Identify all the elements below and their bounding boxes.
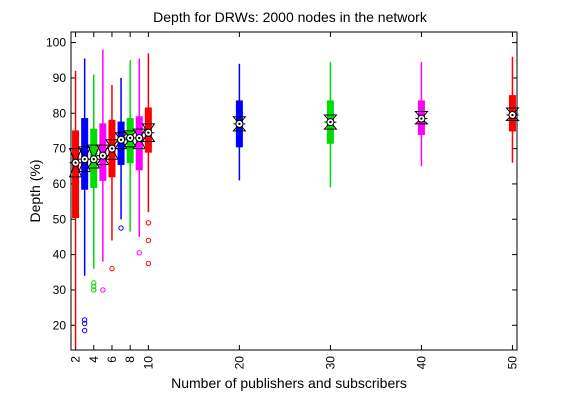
mean-dot: [420, 117, 423, 120]
y-tick-label: 20: [53, 318, 67, 332]
x-axis: 2 4 6 8 10 20 30 40 50: [69, 32, 519, 370]
box-group: [505, 56, 520, 163]
mean-dot: [511, 113, 514, 117]
notch-upper: [132, 128, 147, 139]
notch-upper: [123, 130, 138, 139]
box-series: [68, 49, 520, 349]
notch-upper: [105, 139, 119, 150]
box: [72, 130, 80, 218]
x-tick-label: 8: [123, 356, 137, 363]
x-tick-label: 6: [105, 356, 119, 363]
notch-lower: [132, 136, 147, 150]
notch-upper: [113, 132, 129, 141]
box-group: [113, 77, 129, 231]
notch-lower: [114, 138, 129, 150]
notch-lower: [123, 137, 138, 148]
x-tick-label: 50: [505, 356, 519, 370]
chart-title: Depth for DRWs: 2000 nodes in the networ…: [153, 9, 428, 25]
outlier-point: [81, 317, 88, 323]
notch-upper: [323, 114, 338, 123]
notch-lower: [323, 121, 338, 130]
mean-dot: [74, 161, 77, 164]
x-tick-label: 40: [414, 356, 428, 370]
mean-dot: [119, 138, 123, 141]
x-tick-label: 2: [69, 356, 83, 363]
mean-dot: [329, 120, 332, 124]
notch-upper: [86, 144, 101, 161]
notch-lower: [105, 147, 119, 160]
notch-lower: [68, 161, 83, 178]
x-tick-label: 20: [232, 356, 246, 370]
mean-dot: [92, 158, 95, 161]
notch-upper: [141, 123, 156, 134]
notch-lower: [414, 117, 429, 125]
y-tick-label: 50: [53, 212, 67, 226]
mean-dot: [138, 136, 141, 140]
outlier-point: [145, 220, 152, 226]
box-group: [232, 63, 247, 181]
box-group: [414, 62, 429, 167]
y-tick-label: 100: [46, 36, 66, 50]
notch-upper: [68, 148, 83, 165]
x-tick-label: 4: [87, 356, 101, 363]
mean-dot: [147, 131, 150, 134]
outlier-point: [91, 280, 97, 286]
y-tick-label: 90: [53, 71, 67, 85]
notch-upper: [95, 144, 110, 157]
box-group: [77, 58, 92, 334]
notch-lower: [77, 158, 92, 173]
notch-lower: [141, 131, 156, 143]
outlier-point: [81, 320, 88, 327]
outlier-point: [145, 237, 152, 244]
mean-dot: [128, 136, 132, 140]
outlier-point: [136, 250, 142, 256]
outlier-point: [118, 225, 124, 231]
mean-dot: [238, 122, 241, 126]
outlier-point: [145, 260, 152, 267]
outlier-point: [91, 283, 97, 290]
notch-lower: [86, 158, 101, 169]
box: [135, 116, 143, 171]
y-tick-label: 60: [53, 177, 67, 191]
outlier-point: [100, 287, 106, 293]
y-tick-label: 80: [53, 106, 67, 120]
mean-dot: [110, 147, 114, 150]
outlier-point: [91, 287, 97, 293]
plot-area: [70, 31, 518, 351]
x-tick-label: 30: [323, 356, 337, 370]
mean-dot: [83, 158, 86, 161]
box-group: [323, 62, 338, 188]
box-group: [68, 70, 83, 349]
notch-upper: [77, 146, 92, 161]
mean-dot: [101, 154, 105, 157]
y-axis-label: Depth (%): [27, 159, 43, 222]
notch-upper: [414, 111, 429, 120]
y-tick-label: 40: [53, 248, 67, 262]
outlier-point: [109, 266, 115, 272]
notch-upper: [505, 107, 520, 116]
notch-lower: [95, 154, 110, 165]
x-tick-label: 10: [141, 356, 155, 370]
box-group: [141, 53, 156, 267]
y-tick-label: 30: [53, 283, 67, 297]
notch-lower: [505, 114, 520, 121]
x-axis-label: Number of publishers and subscribers: [171, 375, 407, 391]
box-group: [86, 74, 101, 293]
y-tick-label: 70: [53, 142, 67, 156]
outlier-point: [81, 327, 88, 334]
notch-upper: [232, 116, 247, 125]
box-group: [132, 58, 147, 256]
box-group: [123, 60, 138, 232]
notch-lower: [232, 123, 247, 132]
box-group: [95, 49, 110, 293]
